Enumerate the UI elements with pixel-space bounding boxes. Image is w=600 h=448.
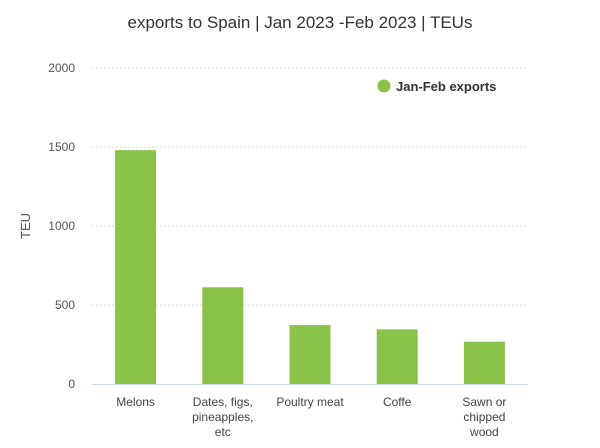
bar[interactable] — [289, 325, 331, 384]
legend-item[interactable]: Jan-Feb exports — [377, 79, 497, 94]
x-tick-label: Dates, figs, pineapples, etc — [192, 395, 253, 439]
y-tick-label: 1000 — [48, 219, 75, 233]
chart-title: exports to Spain | Jan 2023 -Feb 2023 | … — [128, 13, 473, 32]
bar[interactable] — [463, 341, 505, 384]
bar[interactable] — [115, 150, 157, 384]
y-tick-label: 1500 — [48, 140, 75, 154]
x-tick-label: Coffe — [383, 395, 412, 409]
y-tick-label: 2000 — [48, 61, 75, 75]
y-tick-label: 0 — [68, 377, 75, 391]
x-tick-label: Sawn or chipped wood — [462, 395, 506, 439]
x-tick-label: Poultry meat — [276, 395, 344, 409]
bar[interactable] — [202, 287, 244, 384]
bar[interactable] — [376, 329, 418, 384]
y-axis-label: TEU — [18, 213, 33, 239]
x-tick-label: Melons — [116, 395, 155, 409]
legend-label: Jan-Feb exports — [396, 79, 496, 94]
y-tick-label: 500 — [55, 298, 75, 312]
legend-marker — [377, 79, 391, 93]
